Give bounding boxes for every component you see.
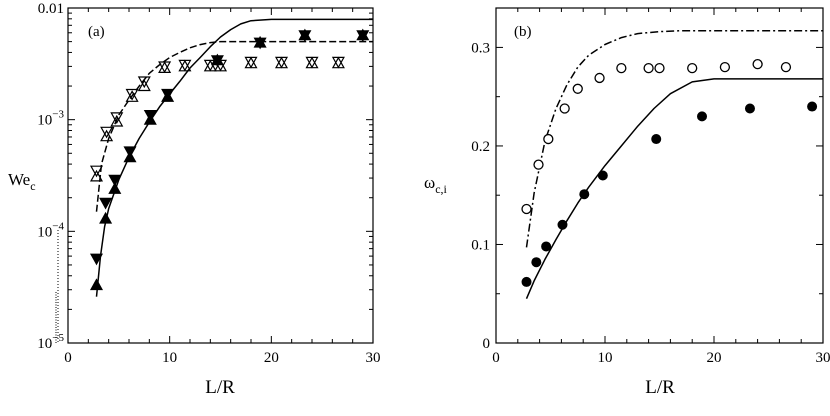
data-point-filled-circle — [521, 276, 532, 287]
x-tick-label: 10 — [598, 350, 613, 366]
data-point-open-circle — [559, 103, 570, 114]
panel-b-ylabel: ωc,i — [424, 173, 448, 196]
data-point-triangle-down-open — [158, 61, 172, 74]
panel-b-curves — [525, 29, 823, 299]
data-point-filled-circle — [531, 257, 542, 268]
panel-a-frame — [67, 7, 374, 344]
data-point-triangle-down-open — [125, 88, 139, 101]
y-tick-label: 10−3 — [37, 109, 64, 129]
x-tick-label: 20 — [707, 350, 722, 366]
y-tick-label: 0.3 — [471, 40, 490, 56]
data-point-open-circle — [616, 62, 627, 74]
data-point-triangle-down-filled — [161, 88, 175, 101]
data-point-triangle-down-open — [110, 112, 124, 125]
y-tick-exponent: −3 — [52, 109, 64, 121]
data-point-open-circle — [654, 62, 665, 74]
x-tick-label: 0 — [64, 350, 72, 366]
data-point-filled-circle — [597, 170, 608, 181]
data-point-triangle-down-filled — [253, 37, 267, 50]
data-point-triangle-down-filled — [108, 174, 122, 187]
data-point-filled-circle — [557, 219, 568, 230]
data-point-open-circle — [594, 72, 605, 84]
panel-b-points — [521, 59, 818, 287]
data-point-open-circle — [719, 61, 731, 73]
panel-a-label: (a) — [88, 24, 105, 40]
y-tick-label: 0 — [483, 336, 491, 352]
data-point-triangle-down-open — [178, 59, 192, 72]
x-tick-label: 30 — [816, 350, 830, 366]
y-tick-label: 0.1 — [471, 237, 490, 253]
x-tick-label: 30 — [366, 350, 381, 366]
y-tick-base: 10 — [37, 336, 52, 352]
data-point-triangle-down-filled — [123, 146, 137, 159]
panel-b-ylabel-main: ω — [424, 173, 435, 192]
data-point-triangle-down-filled — [143, 109, 157, 122]
panel-b-label: (b) — [514, 24, 532, 40]
data-point-filled-circle — [744, 103, 755, 114]
data-point-triangle-up-filled — [89, 278, 104, 291]
y-tick-label: 0.01 — [38, 1, 64, 17]
data-point-triangle-down-open — [137, 76, 151, 89]
data-point-triangle-down-filled — [89, 253, 104, 266]
y-tick-base: 10 — [37, 113, 52, 129]
data-point-filled-circle — [651, 134, 662, 145]
data-point-triangle-up-open — [137, 79, 151, 92]
curve-solid — [95, 18, 373, 297]
y-tick-base: 10 — [37, 224, 52, 240]
data-point-triangle-down-open — [244, 56, 258, 69]
y-tick-exponent: −5 — [52, 332, 64, 344]
data-point-open-circle — [752, 59, 763, 70]
data-point-open-circle — [521, 203, 532, 215]
data-point-triangle-up-filled — [99, 211, 113, 224]
data-point-triangle-down-filled — [298, 30, 312, 43]
y-tick-exponent: −4 — [52, 220, 64, 232]
data-point-triangle-up-open — [89, 169, 104, 182]
panel-b-xlabel: L/R — [645, 377, 675, 398]
curve-dashed — [95, 40, 373, 212]
data-point-triangle-down-open — [305, 56, 319, 69]
data-point-open-circle — [687, 62, 698, 74]
panel-a-xlabel: L/R — [205, 377, 235, 398]
data-point-triangle-down-open — [203, 59, 217, 72]
panel-a-ylabel-sub: c — [30, 179, 35, 193]
x-tick-label: 0 — [492, 350, 500, 366]
data-point-open-circle — [780, 61, 792, 73]
data-point-triangle-down-filled — [99, 197, 113, 210]
data-point-filled-circle — [579, 189, 590, 200]
data-point-triangle-up-filled — [108, 182, 122, 194]
panel-a-curves — [95, 18, 373, 297]
data-point-open-circle — [572, 83, 583, 94]
data-point-open-circle — [533, 159, 544, 170]
panel-b-ticks: 0 10 20 30 0 0.1 0.2 0.3 — [471, 8, 830, 366]
x-tick-label: 10 — [162, 350, 177, 366]
data-point-triangle-down-open — [213, 59, 228, 72]
data-point-filled-circle — [807, 101, 818, 112]
data-point-open-circle — [643, 62, 654, 74]
panel-b-frame — [495, 7, 824, 344]
data-point-filled-circle — [541, 241, 552, 252]
data-point-filled-circle — [697, 111, 708, 122]
data-point-triangle-up-open — [110, 114, 124, 127]
data-point-open-circle — [543, 133, 554, 145]
curve-solid — [525, 78, 823, 299]
data-point-triangle-down-open — [331, 56, 345, 69]
y-tick-label: 10−5 — [37, 332, 64, 352]
panel-b: (b) ωc,i L/R 0 10 20 30 0 0.1 0.2 0.3 — [424, 7, 830, 398]
panel-a-points — [89, 28, 370, 291]
y-tick-label: 0.2 — [471, 139, 490, 155]
data-point-triangle-down-open — [89, 165, 104, 178]
panel-a-ylabel: Wec — [8, 170, 36, 193]
data-point-triangle-down-open — [274, 56, 289, 69]
data-point-triangle-down-open — [100, 126, 114, 139]
data-point-triangle-up-open — [125, 90, 139, 102]
panel-b-ylabel-sub: c,i — [435, 182, 447, 196]
data-point-triangle-down-filled — [356, 30, 370, 43]
data-point-triangle-up-open — [100, 129, 114, 142]
y-tick-label: 10−4 — [37, 220, 64, 240]
x-tick-label: 20 — [264, 350, 279, 366]
panel-a-ylabel-main: We — [8, 170, 30, 189]
